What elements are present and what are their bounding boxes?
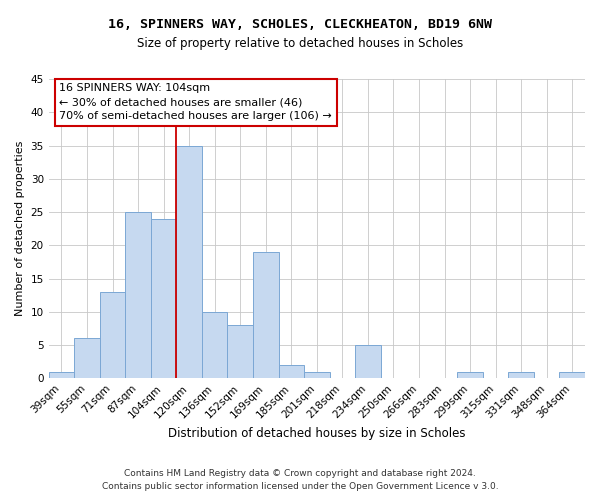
Bar — [457, 372, 483, 378]
Bar — [304, 372, 329, 378]
Bar — [176, 146, 202, 378]
Y-axis label: Number of detached properties: Number of detached properties — [15, 141, 25, 316]
Bar — [125, 212, 151, 378]
Bar — [227, 325, 253, 378]
Bar — [202, 312, 227, 378]
Text: 16 SPINNERS WAY: 104sqm
← 30% of detached houses are smaller (46)
70% of semi-de: 16 SPINNERS WAY: 104sqm ← 30% of detache… — [59, 84, 332, 122]
Text: 16, SPINNERS WAY, SCHOLES, CLECKHEATON, BD19 6NW: 16, SPINNERS WAY, SCHOLES, CLECKHEATON, … — [108, 18, 492, 30]
Bar — [100, 292, 125, 378]
Bar — [355, 345, 380, 378]
Bar — [253, 252, 278, 378]
Bar — [49, 372, 74, 378]
Bar — [508, 372, 534, 378]
Text: Size of property relative to detached houses in Scholes: Size of property relative to detached ho… — [137, 38, 463, 51]
Text: Contains public sector information licensed under the Open Government Licence v : Contains public sector information licen… — [101, 482, 499, 491]
Bar — [278, 365, 304, 378]
X-axis label: Distribution of detached houses by size in Scholes: Distribution of detached houses by size … — [168, 427, 466, 440]
Bar — [74, 338, 100, 378]
Bar — [559, 372, 585, 378]
Bar — [151, 218, 176, 378]
Text: Contains HM Land Registry data © Crown copyright and database right 2024.: Contains HM Land Registry data © Crown c… — [124, 468, 476, 477]
